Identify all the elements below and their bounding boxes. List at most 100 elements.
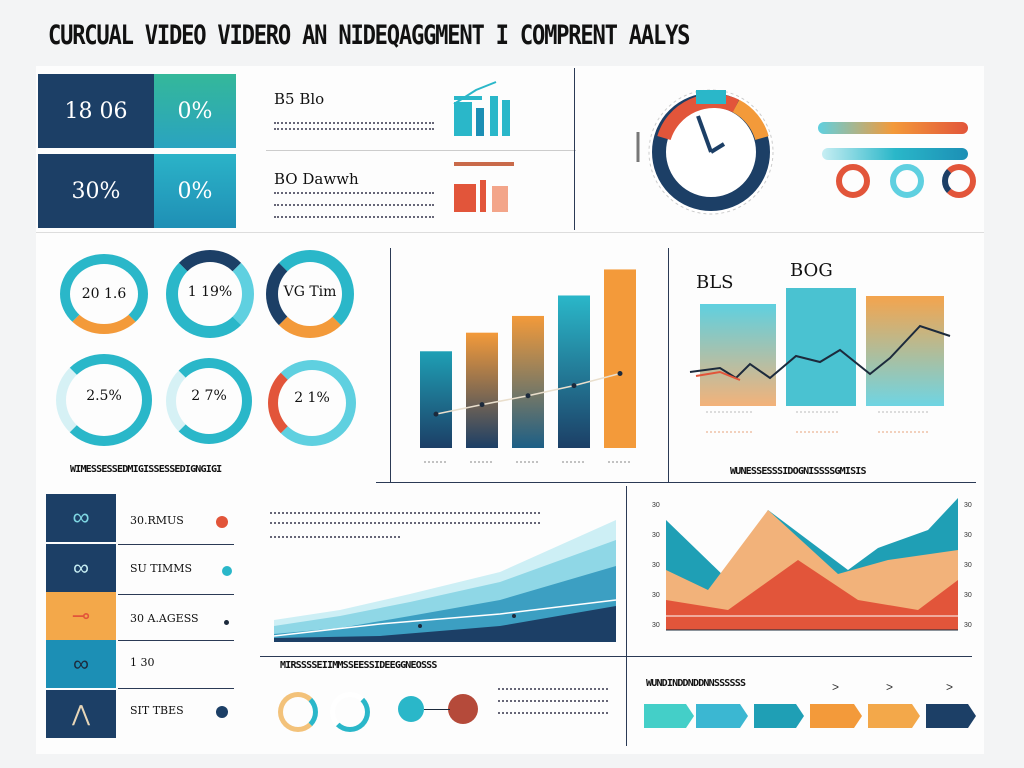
chevron-right-icon: > — [832, 680, 840, 694]
mountain-tick-left-1: 30 — [652, 502, 660, 509]
row-icon-box-3[interactable]: ⊸ — [46, 592, 116, 640]
top-mid-label-b: BO Dawwh — [274, 170, 359, 188]
bar-5[interactable] — [604, 269, 636, 448]
ring-chart-1[interactable] — [60, 254, 148, 334]
row-icon-box-1[interactable]: ∞ — [46, 494, 116, 542]
divider — [376, 482, 976, 483]
combo-line-red — [695, 370, 741, 381]
progress-bar-teal — [822, 148, 968, 160]
link-icon: ∞ — [72, 504, 90, 531]
ring-chart-5[interactable] — [166, 358, 252, 444]
divider — [626, 486, 627, 746]
combo-bar-1 — [700, 304, 776, 406]
kpi-tile-4[interactable]: 0% — [154, 154, 236, 228]
list-row-3-label: 30 A.AGESS — [130, 612, 199, 625]
bar-2[interactable] — [466, 332, 498, 448]
mini-ring-navy — [942, 164, 976, 198]
area-caption: MIRSSSSEIIMMSSEESSIDEEGGNEOSSS — [280, 660, 437, 671]
divider — [574, 68, 575, 230]
chevron-right-icon: > — [886, 680, 894, 694]
kpi-tile-2-value: 0% — [177, 98, 213, 124]
mountain-tick-left-4: 30 — [652, 592, 660, 599]
rings-panel: 20 1.6 1 19% VG Tim 2.5% 2 7% 2 1% WIMES… — [36, 242, 390, 478]
row-icon-box-4[interactable]: ∞ — [46, 640, 116, 688]
mini-gauge-2[interactable] — [330, 692, 370, 732]
text-placeholder-line — [274, 216, 434, 220]
ring-chart-3-label: VG Tim — [283, 284, 337, 300]
mini-gauge-4[interactable] — [448, 694, 478, 724]
row-icon-box-5[interactable]: ⋀ — [46, 690, 116, 738]
text-placeholder-line — [498, 700, 608, 704]
divider — [118, 594, 234, 595]
divider — [390, 248, 391, 482]
combo-bar-2 — [786, 288, 856, 406]
kpi-panel: 18 06 0% 30% 0% — [38, 74, 236, 228]
flow-caption: WUNDINDDNDDNNSSSSSS — [646, 678, 746, 689]
mini-gauge-3[interactable] — [398, 696, 424, 722]
bar-chart — [420, 269, 636, 463]
key-icon: ⊸ — [71, 603, 91, 628]
list-row-5-label: SIT TBES — [130, 704, 184, 717]
dashboard-board: 18 06 0% 30% 0% B5 Blo BO Dawwh — [36, 66, 984, 754]
status-dot — [216, 706, 228, 718]
mountain-tick-right-5: 30 — [964, 622, 972, 629]
page-title: CURCUAL VIDEO VIDERO AN NIDEQAGGMENT I C… — [48, 20, 691, 51]
kpi-tile-4-value: 0% — [177, 178, 213, 204]
ring-chart-4[interactable] — [56, 354, 152, 446]
ring-chart-5-label: 2 7% — [191, 388, 227, 404]
mountain-area-panel: 30 30 30 30 30 30 30 30 30 30 — [648, 490, 978, 640]
divider — [36, 232, 984, 233]
bird-icon: ⋀ — [71, 701, 91, 726]
ring-chart-4-label: 2.5% — [86, 388, 122, 404]
ring-chart-6-label: 2 1% — [294, 390, 330, 406]
text-placeholder-line — [274, 128, 434, 132]
bar-4[interactable] — [558, 295, 590, 448]
kpi-tile-1-value: 18 06 — [64, 98, 128, 124]
divider — [260, 656, 972, 657]
mini-bars-teal — [453, 81, 510, 136]
divider — [668, 248, 669, 482]
text-placeholder-line — [498, 712, 608, 716]
gauge-panel — [596, 70, 976, 230]
trend-point-5 — [617, 371, 623, 377]
kpi-tile-3-value: 30% — [71, 178, 121, 204]
ring-chart-6[interactable] — [268, 360, 356, 446]
main-bar-chart-panel — [400, 248, 666, 478]
combo-bar-3 — [866, 296, 944, 406]
flow-arrows[interactable] — [636, 700, 976, 740]
status-dot — [224, 620, 229, 625]
text-placeholder-line — [270, 522, 540, 526]
text-placeholder-line — [270, 512, 540, 516]
bar-1[interactable] — [420, 351, 452, 448]
mountain-tick-right-3: 30 — [964, 562, 972, 569]
trend-point-2 — [479, 402, 485, 408]
top-mid-panel: B5 Blo BO Dawwh — [266, 72, 576, 230]
chevron-right-icon: > — [946, 680, 954, 694]
mini-gauge-1[interactable] — [278, 692, 318, 732]
combo-caption: WUNESSESSSIDOGNISSSSGMISIS — [730, 466, 867, 477]
row-icon-box-2[interactable]: ∞ — [46, 544, 116, 592]
growth-area-panel — [260, 498, 626, 648]
clock-gauge[interactable] — [626, 72, 796, 232]
kpi-tile-1[interactable]: 18 06 — [38, 74, 154, 148]
mask-icon: ∞ — [73, 555, 89, 580]
text-placeholder-line — [498, 688, 608, 692]
divider — [118, 688, 234, 689]
mountain-tick-right-2: 30 — [964, 532, 972, 539]
top-mid-label-a: B5 Blo — [274, 90, 325, 108]
bar-3[interactable] — [512, 315, 544, 448]
mini-ring-teal — [890, 164, 924, 198]
rings-caption: WIMESSESSEDMIGISSESSEDIGNGIGI — [70, 464, 222, 475]
mountain-tick-right-4: 30 — [964, 592, 972, 599]
status-dot — [222, 566, 232, 576]
mountain-tick-left-2: 30 — [652, 532, 660, 539]
list-row-4-label: 1 30 — [130, 656, 155, 669]
list-panel: ∞ 30.RMUS ∞ SU TIMMS ⊸ 30 A.AGESS ∞ 1 30… — [46, 494, 246, 738]
mountain-area-chart — [666, 498, 958, 631]
combo-label-right: BOG — [790, 260, 833, 281]
kpi-tile-3[interactable]: 30% — [38, 154, 154, 228]
kpi-tile-2[interactable]: 0% — [154, 74, 236, 148]
list-row-2-label: SU TIMMS — [130, 562, 193, 575]
progress-bar-orange — [818, 122, 968, 134]
list-row-1-label: 30.RMUS — [130, 514, 184, 527]
